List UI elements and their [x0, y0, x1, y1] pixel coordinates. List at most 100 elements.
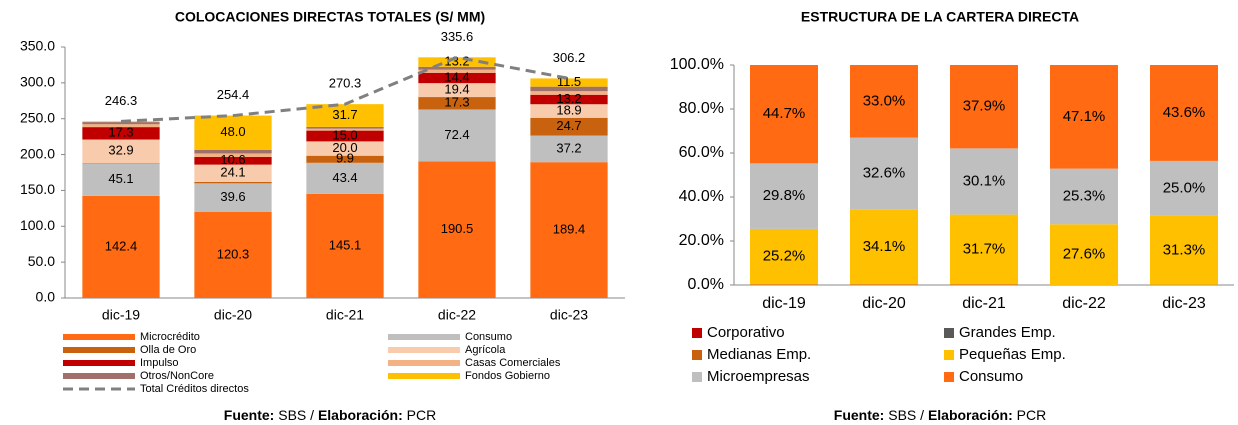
data-label: 44.7% [763, 105, 806, 122]
data-label: 37.9% [963, 98, 1006, 115]
total-label: 254.4 [217, 87, 250, 102]
bar-segment [530, 104, 608, 118]
data-label: 17.3 [444, 95, 469, 110]
y-tick-label: 60.0% [679, 144, 724, 161]
bar-segment [82, 139, 160, 164]
bar-segment [950, 214, 1018, 285]
chart-title: ESTRUCTURA DE LA CARTERA DIRECTA [801, 9, 1079, 25]
chart-title: COLOCACIONES DIRECTAS TOTALES (S/ MM) [175, 9, 485, 25]
data-label: 120.3 [217, 246, 250, 261]
y-tick-label: 200.0 [20, 145, 55, 161]
data-label: 15.0 [332, 127, 357, 142]
data-label: 31.7 [332, 107, 357, 122]
data-label: 43.6% [1163, 104, 1206, 121]
bar-segment [750, 163, 818, 229]
data-label: 142.4 [105, 238, 138, 253]
legend-swatch [388, 360, 460, 366]
legend-label: Otros/NonCore [140, 370, 214, 382]
legend-label: Total Créditos directos [140, 383, 249, 395]
bar-segment [1150, 215, 1218, 285]
data-label: 25.2% [763, 248, 806, 265]
bar-segment [306, 193, 384, 298]
data-label: 34.1% [863, 238, 906, 255]
bar-segment [306, 162, 384, 194]
source-label: Fuente: [833, 407, 885, 423]
bar-segment [750, 228, 818, 285]
legend-label: Consumo [465, 331, 512, 343]
bar-segment [82, 195, 160, 298]
legend-label: Microempresas [707, 368, 810, 385]
y-tick-label: 80.0% [679, 100, 724, 117]
bar-segment [850, 209, 918, 285]
y-tick-label: 150.0 [20, 181, 55, 197]
data-label: 29.8% [763, 187, 806, 204]
data-label: 24.7 [556, 118, 581, 133]
total-line [120, 55, 570, 123]
source-label: Elaboración: [317, 407, 403, 423]
y-tick-label: 250.0 [20, 109, 55, 125]
bar-segment [194, 183, 272, 212]
bar-segment [194, 164, 272, 182]
legend-label: Pequeñas Emp. [959, 346, 1066, 363]
data-label: 27.6% [1063, 246, 1106, 263]
data-label: 45.1 [108, 171, 133, 186]
x-tick-label: dic-19 [762, 295, 806, 312]
bar-segment [750, 65, 818, 164]
legend-label: Consumo [959, 368, 1023, 385]
y-tick-label: 50.0 [28, 253, 55, 269]
legend-swatch [63, 360, 135, 366]
data-label: 189.4 [553, 222, 586, 237]
source-text: SBS / [278, 407, 315, 423]
data-label: 39.6 [220, 189, 245, 204]
y-tick-label: 100.0% [670, 56, 724, 73]
bar-segment [306, 155, 384, 163]
y-tick-label: 0.0 [36, 289, 56, 305]
y-tick-label: 100.0 [20, 217, 55, 233]
legend-label: Fondos Gobierno [465, 370, 550, 382]
x-tick-label: dic-23 [1162, 295, 1206, 312]
legend-label: Agrícola [465, 344, 506, 356]
y-tick-label: 0.0% [688, 276, 724, 293]
data-label: 31.3% [1163, 241, 1206, 258]
legend-swatch [692, 372, 702, 382]
data-label: 32.9 [108, 143, 133, 158]
legend-swatch [944, 372, 954, 382]
legend-swatch [944, 328, 954, 338]
bar-segment [530, 117, 608, 136]
x-tick-label: dic-21 [326, 307, 364, 323]
bar-segment [530, 91, 608, 95]
bar-segment [194, 181, 272, 184]
bar-segment [306, 130, 384, 142]
bar-segment [418, 57, 496, 67]
legend-label: Microcrédito [140, 331, 200, 343]
bar-segment [82, 127, 160, 140]
bar-segment [82, 122, 160, 125]
bar-segment [418, 161, 496, 298]
legend-swatch [63, 334, 135, 340]
x-tick-label: dic-19 [102, 307, 140, 323]
data-label: 48.0 [220, 124, 245, 139]
bar-segment [194, 157, 272, 165]
y-tick-label: 350.0 [20, 38, 55, 54]
legend-swatch [944, 350, 954, 360]
bar-segment [82, 124, 160, 128]
bar-segment [850, 284, 918, 285]
x-tick-label: dic-23 [550, 307, 588, 323]
data-label: 14.4 [444, 69, 469, 84]
bar-segment [1050, 168, 1118, 225]
x-tick-label: dic-20 [862, 295, 906, 312]
bar-segment [306, 141, 384, 156]
bar-segment [194, 149, 272, 154]
bar-segment [1050, 224, 1118, 285]
bar-segment [82, 121, 160, 123]
source-text: PCR [406, 407, 437, 423]
source: Fuente: SBS / Elaboración: PCR [690, 407, 1190, 423]
data-label: 13.2 [556, 91, 581, 106]
legend-label: Casas Comerciales [465, 357, 561, 369]
data-label: 25.3% [1063, 187, 1106, 204]
bar-segment [418, 109, 496, 162]
source-text: SBS / [888, 407, 925, 423]
legend-swatch [388, 373, 460, 379]
